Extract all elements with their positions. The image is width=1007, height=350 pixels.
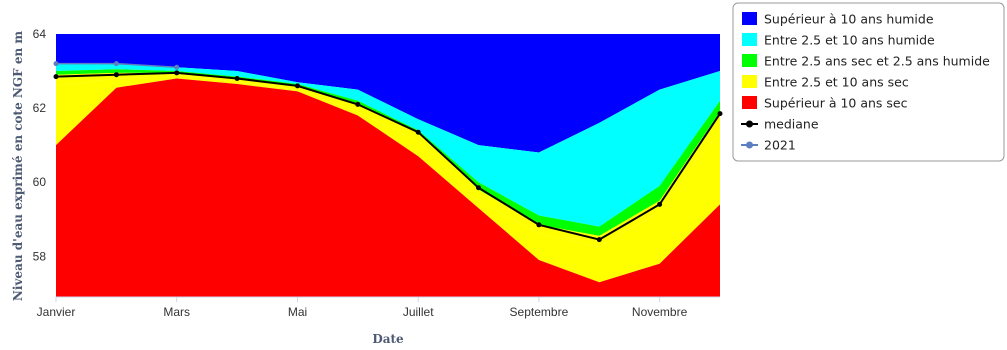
y-tick-label: 62	[33, 101, 47, 115]
legend-swatch	[742, 33, 757, 46]
legend-item-superieur-a-10-ans-humide[interactable]: Supérieur à 10 ans humide	[742, 12, 934, 27]
y-axis-title: Niveau d'eau exprimé en cote NGF en m	[11, 31, 25, 301]
x-axis-title: Date	[372, 332, 404, 346]
y-tick-label: 58	[33, 249, 47, 263]
point-mediane	[536, 222, 541, 227]
legend: Supérieur à 10 ans humide Entre 2.5 et 10…	[733, 3, 1004, 161]
point-mediane	[235, 76, 240, 81]
point-mediane	[295, 83, 300, 88]
legend-item-entre-2-5-et-10-ans-sec[interactable]: Entre 2.5 et 10 ans sec	[742, 75, 909, 90]
legend-swatch	[742, 75, 757, 88]
point-mediane	[355, 102, 360, 107]
y-tick-label: 64	[33, 27, 47, 41]
legend-item-entre-2-5-ans-sec-et-2-5-ans-humide[interactable]: Entre 2.5 ans sec et 2.5 ans humide	[742, 54, 990, 69]
legend-label: Entre 2.5 et 10 ans sec	[764, 75, 909, 90]
legend-swatch	[742, 96, 757, 109]
legend-swatch	[742, 12, 757, 25]
legend-label: Entre 2.5 et 10 ans humide	[764, 33, 935, 48]
point-mediane	[54, 74, 59, 79]
point-mediane	[597, 237, 602, 242]
point-mediane	[114, 72, 119, 77]
point-mediane	[476, 185, 481, 190]
x-tick-label: Mai	[288, 305, 307, 319]
x-axis-ticks: Janvier Mars Mai Juillet Septembre Novembre	[37, 297, 688, 319]
point-2021	[174, 65, 179, 70]
point-mediane	[416, 130, 421, 135]
point-2021	[114, 61, 119, 66]
x-tick-label: Novembre	[632, 305, 688, 319]
legend-item-superieur-a-10-ans-sec[interactable]: Supérieur à 10 ans sec	[742, 96, 908, 111]
legend-label: Supérieur à 10 ans sec	[764, 96, 908, 111]
legend-item-entre-2-5-et-10-ans-humide[interactable]: Entre 2.5 et 10 ans humide	[742, 33, 935, 48]
x-tick-label: Mars	[163, 305, 190, 319]
x-tick-label: Janvier	[37, 305, 76, 319]
legend-label: Supérieur à 10 ans humide	[764, 12, 934, 27]
legend-label: Entre 2.5 ans sec et 2.5 ans humide	[764, 54, 990, 69]
legend-label: 2021	[764, 138, 796, 153]
y-axis-ticks: 58 60 62 64	[33, 27, 47, 263]
point-mediane	[718, 111, 723, 116]
y-tick-label: 60	[33, 175, 47, 189]
x-tick-label: Septembre	[510, 305, 569, 319]
x-tick-label: Juillet	[403, 305, 434, 319]
legend-label: mediane	[764, 117, 819, 132]
legend-swatch	[742, 54, 757, 67]
point-mediane	[174, 70, 179, 75]
point-2021	[54, 61, 59, 66]
legend-marker	[746, 121, 753, 128]
point-mediane	[657, 202, 662, 207]
legend-marker	[746, 142, 753, 149]
